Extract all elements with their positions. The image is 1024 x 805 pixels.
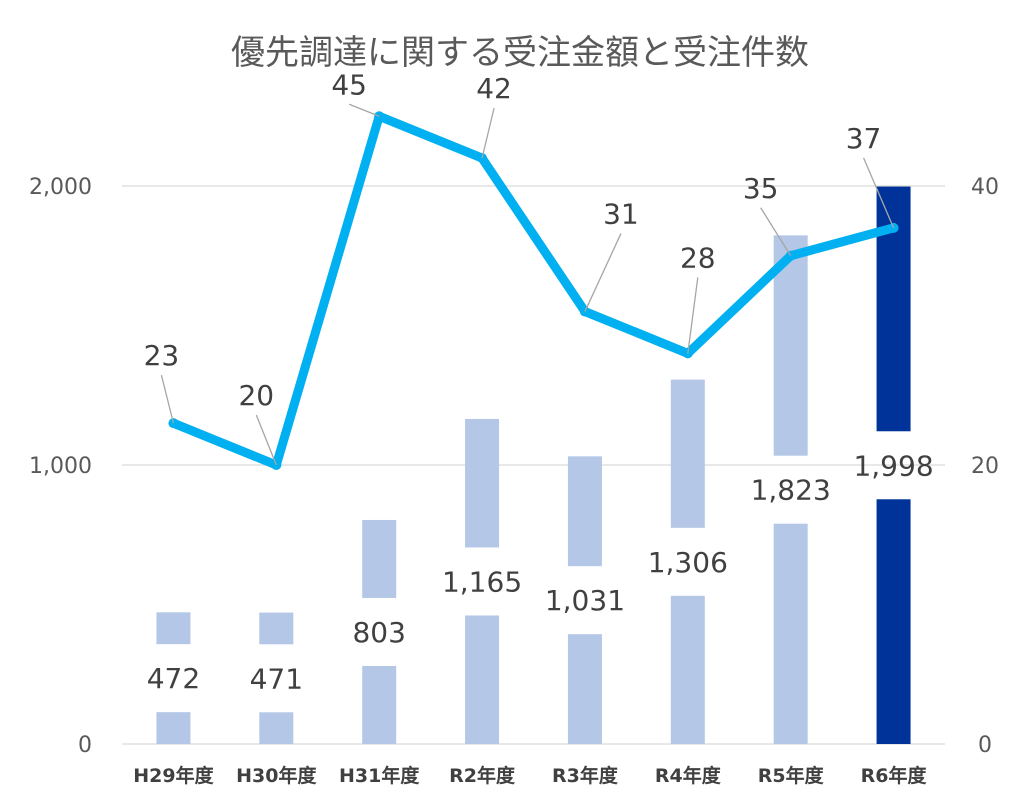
bar-value-label: 1,031 — [545, 584, 625, 617]
bar-value-label: 1,823 — [751, 474, 831, 507]
line-value-label: 23 — [144, 339, 180, 372]
leader-line — [760, 207, 792, 257]
x-tick-label: H29年度 — [133, 764, 214, 787]
leader-line — [255, 414, 277, 466]
leader-line — [481, 107, 495, 159]
leader-line — [160, 374, 175, 424]
x-tick-label: R4年度 — [655, 764, 722, 787]
leader-line — [584, 233, 622, 312]
chart-title: 優先調達に関する受注金額と受注件数 — [231, 33, 809, 73]
bar — [567, 456, 602, 567]
line-value-label: 35 — [743, 172, 779, 205]
y-left-tick-label: 1,000 — [29, 454, 92, 479]
axes: 0 1,000 2,000 0 20 40 H29年度 H30年度 H31年度 R2年度 R3年度 R… — [29, 175, 999, 787]
bar — [876, 499, 911, 744]
bar — [465, 418, 500, 548]
bar — [465, 615, 500, 744]
bar — [259, 712, 294, 744]
line-value-label: 45 — [331, 68, 367, 101]
bar-value-label: 471 — [250, 662, 303, 695]
bar — [362, 665, 397, 744]
bar-value-label: 1,998 — [853, 449, 933, 482]
bar — [156, 712, 191, 744]
y-right-tick-label: 20 — [971, 454, 999, 479]
leader-line — [862, 157, 895, 229]
data-labels: 472 471 803 1,165 1,031 1,306 1,823 1,998 23 20 45… — [144, 68, 934, 695]
line-value-label: 20 — [238, 379, 274, 412]
bar — [156, 612, 191, 645]
bars — [156, 186, 911, 744]
bar — [670, 595, 705, 744]
x-tick-label: R2年度 — [449, 764, 516, 787]
line-value-label: 28 — [680, 241, 716, 274]
line-value-label: 37 — [846, 122, 882, 155]
y-left-tick-label: 2,000 — [29, 175, 92, 200]
y-right-tick-label: 0 — [978, 733, 992, 758]
leader-line — [687, 277, 699, 354]
bar-value-label: 472 — [147, 662, 200, 695]
line-value-label: 42 — [476, 72, 512, 105]
y-left-tick-label: 0 — [78, 733, 92, 758]
x-tick-label: R5年度 — [758, 764, 825, 787]
x-tick-label: R3年度 — [552, 764, 619, 787]
bar — [670, 379, 705, 528]
x-tick-label: R6年度 — [861, 764, 928, 787]
bar-value-label: 803 — [352, 616, 405, 649]
line-path — [168, 111, 899, 470]
gridlines — [122, 185, 945, 745]
line-value-label: 31 — [603, 198, 639, 231]
x-tick-label: H30年度 — [236, 764, 317, 787]
bar — [259, 612, 294, 645]
bar — [773, 523, 808, 744]
bar — [362, 519, 397, 598]
y-right-tick-label: 40 — [971, 175, 999, 200]
x-tick-label: H31年度 — [339, 764, 420, 787]
bar-value-label: 1,165 — [442, 565, 522, 598]
bar-value-label: 1,306 — [648, 546, 728, 579]
leader-line — [348, 103, 380, 117]
bar — [567, 634, 602, 744]
